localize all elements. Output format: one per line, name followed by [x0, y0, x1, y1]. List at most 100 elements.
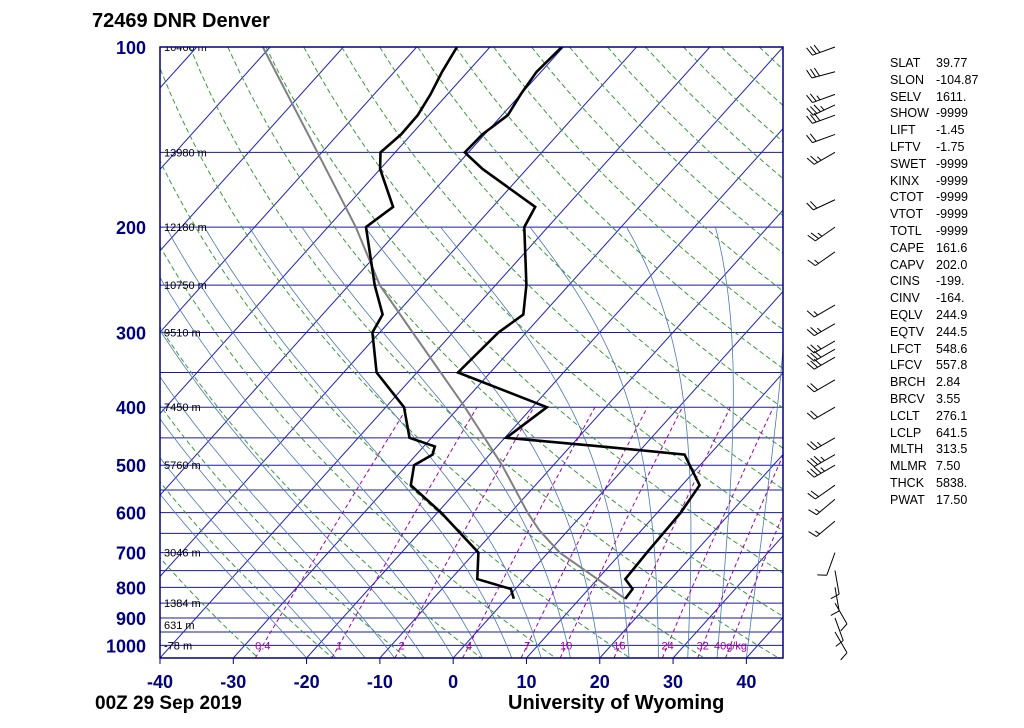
pressure-tick-label: 200	[116, 218, 146, 238]
isotherm-line	[379, 209, 783, 658]
index-row: THCK 5838.	[890, 475, 978, 492]
height-label: 1384 m	[164, 598, 201, 610]
index-value: 313.5	[936, 442, 968, 457]
wind-barb-flag	[809, 114, 817, 123]
index-value: -1.45	[936, 123, 965, 138]
dry-adiabat-line	[417, 47, 783, 409]
pressure-tick-label: 400	[116, 398, 146, 418]
height-label: 13980 m	[164, 147, 207, 159]
wind-barb	[807, 484, 836, 500]
wind-barb-flag	[813, 455, 822, 463]
pressure-tick-label: 100	[116, 38, 146, 58]
moist-adiabat-line	[248, 226, 542, 658]
wind-barb-flag	[806, 157, 815, 165]
moist-adiabat-line	[204, 226, 513, 658]
wind-barb-flag	[810, 490, 819, 498]
index-value: 17.50	[936, 492, 968, 507]
mixing-ratio-label: 1	[336, 640, 342, 652]
wind-barb	[806, 406, 836, 420]
dry-adiabat-line	[455, 47, 783, 370]
moist-adiabat-line	[746, 345, 783, 658]
wind-barb-staff	[834, 631, 848, 654]
index-value: 557.8	[936, 358, 968, 373]
wind-barb-flag	[810, 68, 817, 78]
wind-barb-flag	[810, 326, 819, 335]
index-row: CINV -164.	[890, 290, 978, 307]
height-label: 12180 m	[164, 222, 207, 234]
sounding-indices-table: SLAT 39.77 SLON -104.87 SELV 1611. SHOW -9999 LI…	[890, 55, 978, 509]
isotherm-line	[452, 290, 783, 658]
index-value: 161.6	[936, 240, 968, 255]
wind-barb	[806, 67, 836, 79]
wind-barb	[834, 631, 848, 661]
wind-barb-staff	[834, 587, 840, 612]
moist-adiabat-line	[160, 493, 307, 658]
dry-adiabat-line	[379, 47, 783, 449]
isotherm-line	[306, 127, 783, 658]
observation-date: 00Z 29 Sep 2019	[95, 693, 242, 714]
temperature-tick-label: 30	[663, 672, 683, 692]
wind-barb-flag	[810, 232, 819, 239]
index-value: 276.1	[936, 408, 968, 423]
moist-adiabat-line	[715, 226, 734, 658]
mixing-ratio-line	[462, 406, 596, 658]
index-row: CINS -199.	[890, 273, 978, 290]
wind-barb-flag	[810, 457, 819, 465]
mixing-ratio-line	[331, 406, 478, 658]
index-key: BRCH	[890, 375, 926, 390]
index-key: CAPV	[890, 257, 925, 272]
dewpoint-profile	[364, 47, 516, 600]
wind-barb	[807, 251, 836, 267]
index-key: CAPE	[890, 240, 925, 255]
moist-adiabat-line	[626, 226, 692, 658]
index-value: -9999	[936, 190, 968, 205]
moist-adiabat-line	[301, 226, 571, 658]
isotherm-line	[160, 47, 271, 171]
wind-barb-flag	[810, 155, 819, 163]
dry-adiabat-line	[160, 404, 408, 658]
index-value: 202.0	[936, 257, 968, 272]
index-value: -164.	[936, 291, 965, 306]
wind-barb-flag	[806, 69, 813, 79]
index-value: -199.	[936, 274, 965, 289]
height-label: 9510 m	[164, 327, 201, 339]
index-value: 244.5	[936, 324, 968, 339]
index-row: LFCV 557.8	[890, 357, 978, 374]
index-row: EQTV 244.5	[890, 324, 978, 341]
index-row: CAPV 202.0	[890, 257, 978, 274]
index-value: 641.5	[936, 425, 968, 440]
wind-barb-flag	[806, 346, 815, 354]
wind-barb	[806, 304, 836, 318]
wind-barb-half	[817, 345, 822, 350]
index-key: MLTH	[890, 442, 924, 457]
index-value: -9999	[936, 173, 968, 188]
index-key: LIFT	[890, 123, 916, 138]
temperature-tick-label: 10	[516, 672, 536, 692]
index-row: SLAT 39.77	[890, 55, 978, 72]
mixing-ratio-label: 40g/kg	[714, 640, 747, 652]
isotherm-line	[599, 453, 783, 658]
parcel-trace	[261, 47, 626, 600]
wind-barb-staff	[811, 71, 836, 79]
mixing-ratio-line	[725, 513, 783, 658]
index-row: TOTL -9999	[890, 223, 978, 240]
wind-barb-flag	[809, 46, 817, 55]
wind-barb-flag	[810, 383, 819, 391]
wind-barb-flag	[806, 115, 813, 124]
dry-adiabat-line	[160, 481, 333, 658]
wind-barb-flag	[813, 112, 821, 121]
index-row: KINX -9999	[890, 173, 978, 190]
wind-barb	[806, 454, 836, 468]
wind-barb-flag	[806, 459, 815, 467]
wind-barb-flag	[810, 360, 819, 368]
index-row: LIFT -1.45	[890, 122, 978, 139]
index-key: SELV	[890, 89, 922, 104]
index-key: LFCT	[890, 341, 922, 356]
wind-barb-half	[820, 105, 825, 111]
index-value: -9999	[936, 223, 968, 238]
index-key: PWAT	[890, 492, 925, 507]
index-row: CAPE 161.6	[890, 240, 978, 257]
wind-barb-staff	[834, 617, 844, 641]
index-value: -9999	[936, 106, 968, 121]
height-label: 10750 m	[164, 280, 207, 292]
